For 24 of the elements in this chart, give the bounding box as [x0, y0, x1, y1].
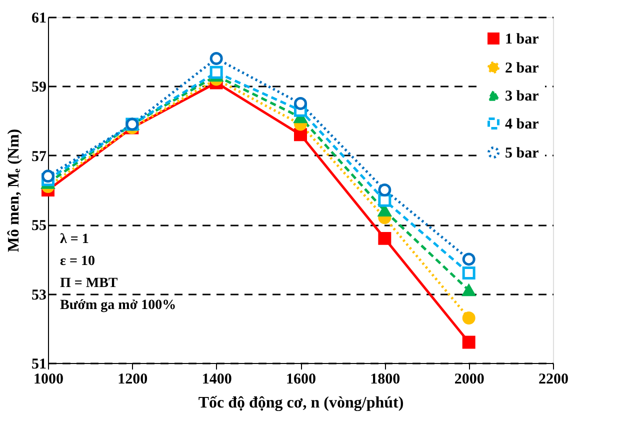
- x-tick-label: 2000: [454, 372, 484, 388]
- legend-label: 2 bar: [505, 60, 540, 76]
- y-tick-label: 57: [32, 148, 47, 165]
- x-tick-label: 1800: [370, 372, 400, 388]
- x-tick-label: 1200: [118, 372, 148, 388]
- x-tick-label: 1000: [34, 372, 64, 388]
- y-tick-label: 59: [32, 80, 46, 96]
- y-tick-label: 53: [32, 287, 46, 304]
- x-axis-title: Tốc độ động cơ, n (vòng/phút): [198, 394, 404, 412]
- annotation: λ = 1: [60, 232, 89, 247]
- annotation: Bướm ga mở 100%: [60, 298, 176, 313]
- y-tick-label: 51: [32, 356, 46, 372]
- legend-label: 5 bar: [505, 146, 540, 162]
- y-tick-label: 55: [32, 218, 46, 234]
- annotation: Π = MBT: [60, 276, 118, 291]
- legend-label: 3 bar: [505, 88, 540, 104]
- annotation: ε = 10: [60, 254, 95, 269]
- legend-label: 1 bar: [505, 32, 540, 48]
- x-tick-label: 2200: [538, 372, 568, 388]
- y-tick-label: 61: [32, 10, 46, 26]
- y-axis-title: Mô men, Mₑ (Nm): [6, 128, 22, 252]
- x-tick-label: 1600: [286, 372, 316, 388]
- x-tick-label: 1400: [202, 372, 232, 388]
- legend-label: 4 bar: [505, 116, 540, 132]
